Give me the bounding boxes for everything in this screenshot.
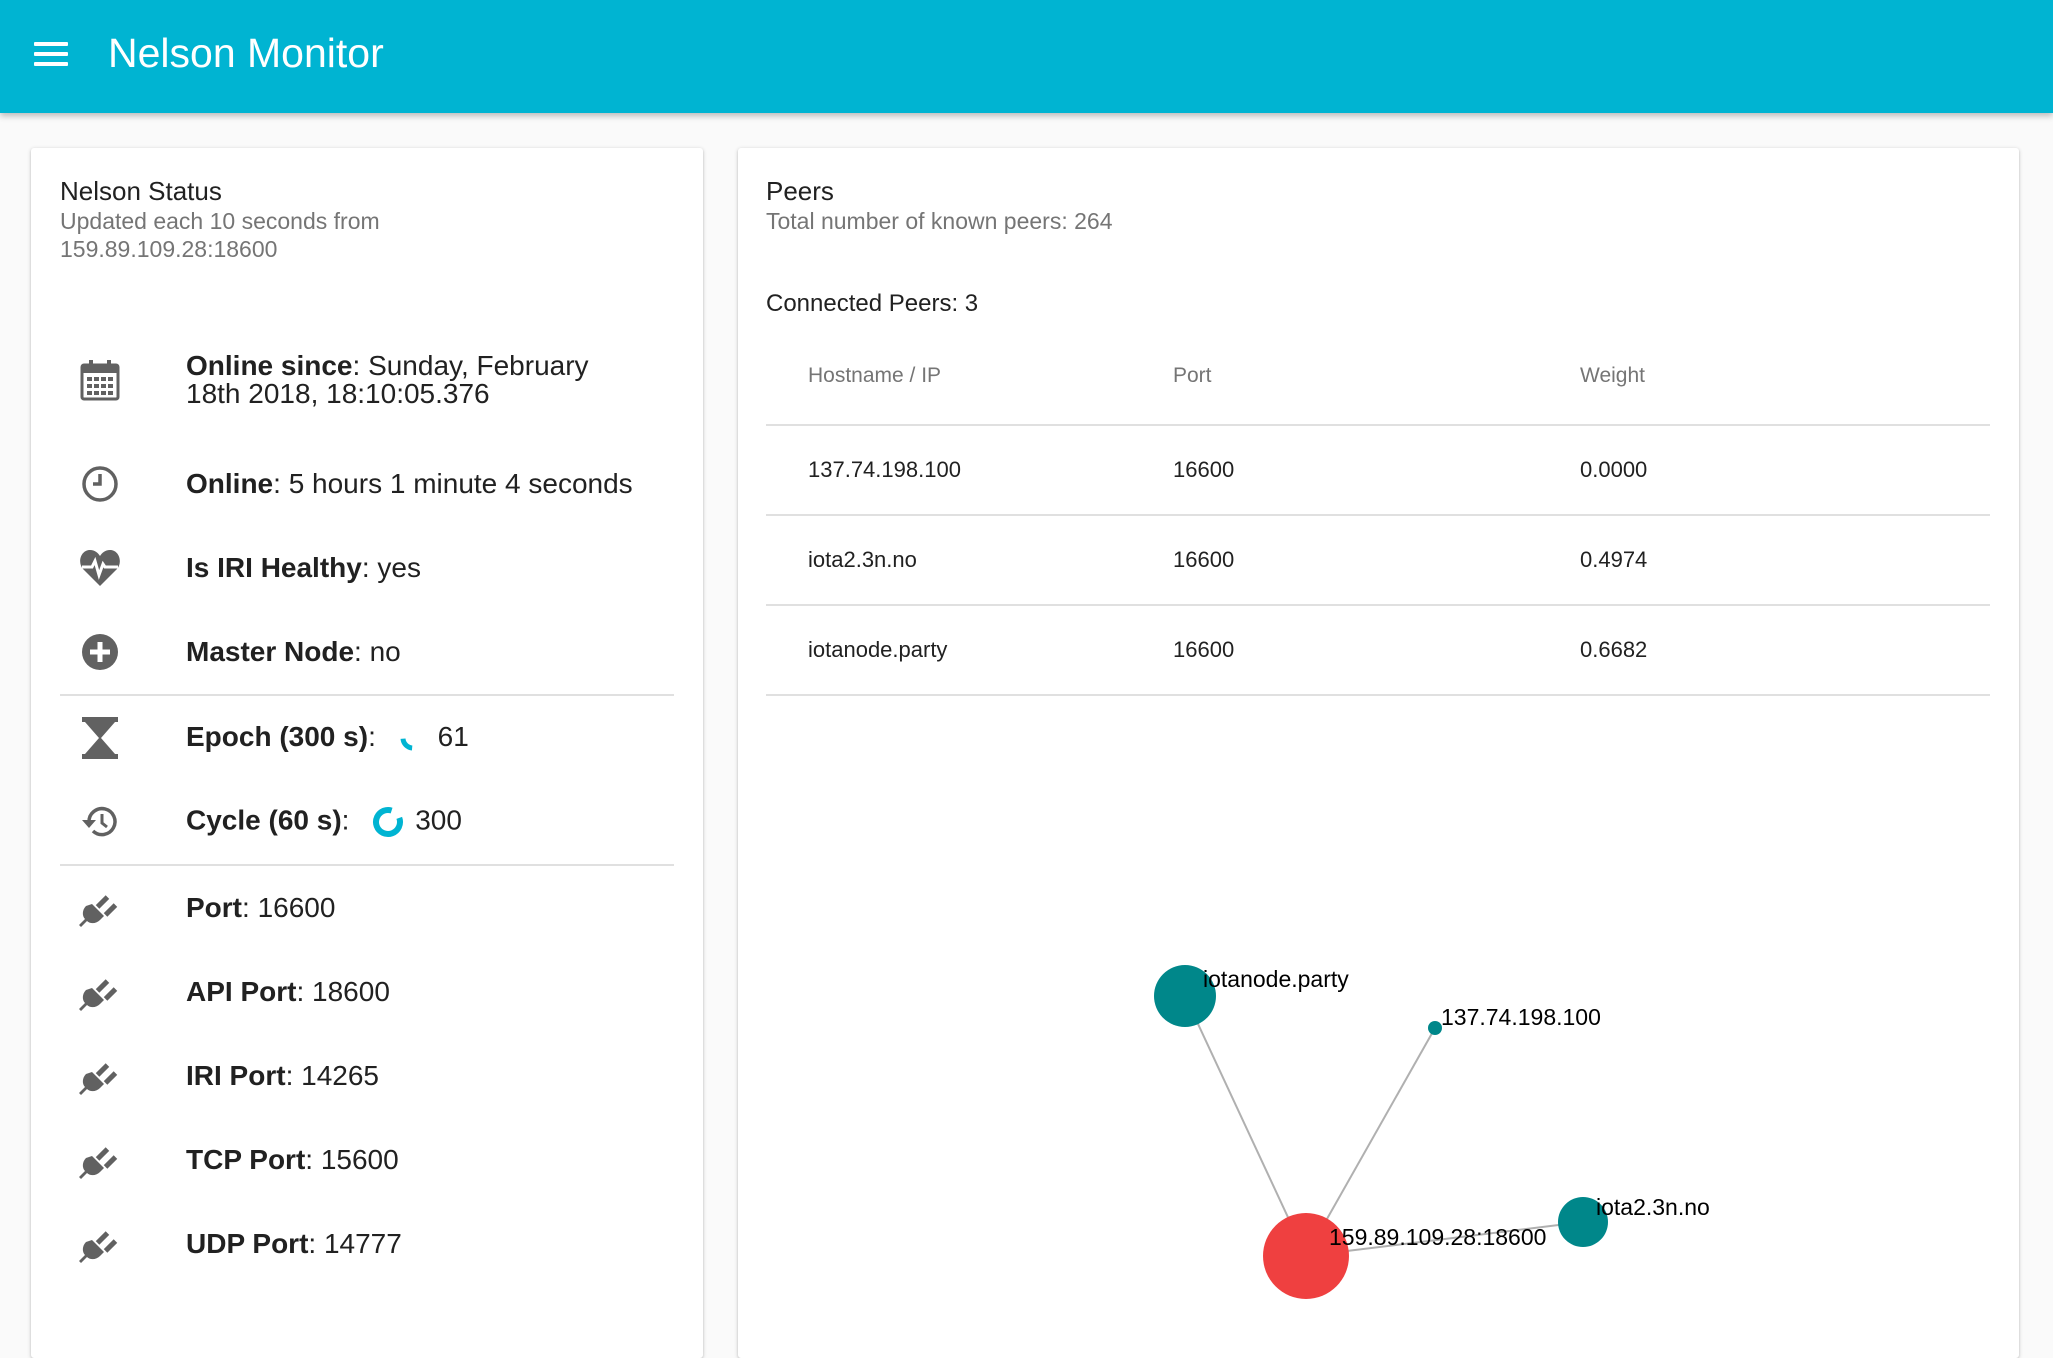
plug-icon <box>78 1138 122 1182</box>
column-header-weight[interactable]: Weight <box>1580 328 1990 426</box>
graph-node-iota2-3n-no[interactable] <box>1558 1197 1608 1247</box>
cycle-progress-spinner <box>373 807 404 837</box>
epoch-progress-spinner <box>400 725 426 751</box>
graph-node-iotanode-party[interactable] <box>1154 965 1216 1027</box>
graph-label-iotanode-party: iotanode.party <box>1203 966 1349 992</box>
peer-host-cell: 137.74.198.100 <box>766 425 1173 516</box>
status-item-tcp-port: TCP Port: 15600 <box>60 1118 674 1202</box>
peers-table: Hostname / IP Port Weight 137.74.198.100… <box>766 328 1990 696</box>
graph-links <box>1184 995 1584 1257</box>
peer-host-cell: iota2.3n.no <box>766 515 1173 606</box>
nelson-status-card: Nelson Status Updated each 10 seconds fr… <box>31 148 703 1358</box>
peer-weight-cell: 0.0000 <box>1580 425 1990 516</box>
plug-icon <box>78 970 122 1014</box>
graph-link <box>1305 1221 1584 1257</box>
status-divider <box>60 864 674 866</box>
column-header-hostname[interactable]: Hostname / IP <box>766 328 1173 426</box>
connected-peers-label: Connected Peers: 3 <box>766 290 979 317</box>
status-list: Online since: Sunday, February 18th 2018… <box>60 318 674 1286</box>
table-row[interactable]: 137.74.198.100 16600 0.0000 <box>766 425 1990 516</box>
peer-port-cell: 16600 <box>1173 425 1580 516</box>
graph-link <box>1305 1027 1436 1257</box>
status-item-online: Online: 5 hours 1 minute 4 seconds <box>60 442 674 526</box>
peers-card-title: Peers <box>766 176 834 206</box>
peer-host-cell: iotanode.party <box>766 605 1173 696</box>
status-item-port: Port: 16600 <box>60 866 674 950</box>
status-item-online-since: Online since: Sunday, February 18th 2018… <box>60 318 674 442</box>
peers-card-header: Peers Total number of known peers: 264 <box>766 176 1112 235</box>
peer-network-graph[interactable]: iotanode.party 137.74.198.100 iota2.3n.n… <box>738 148 2019 1350</box>
graph-label-137-74-198-100: 137.74.198.100 <box>1441 1004 1601 1030</box>
table-row[interactable]: iotanode.party 16600 0.6682 <box>766 605 1990 696</box>
hourglass-icon <box>78 716 122 760</box>
table-row[interactable]: iota2.3n.no 16600 0.4974 <box>766 515 1990 606</box>
app-title: Nelson Monitor <box>108 30 384 76</box>
menu-icon[interactable] <box>34 42 68 72</box>
calendar-icon <box>78 358 122 402</box>
plug-icon <box>78 1222 122 1266</box>
status-item-iri-healthy: Is IRI Healthy: yes <box>60 526 674 610</box>
peers-card-subtitle: Total number of known peers: 264 <box>766 208 1113 234</box>
status-subtitle-line2: 159.89.109.28:18600 <box>60 236 278 262</box>
graph-label-center: 159.89.109.28:18600 <box>1329 1224 1546 1250</box>
plug-icon <box>78 886 122 930</box>
peer-weight-cell: 0.4974 <box>1580 515 1990 606</box>
app-bar: Nelson Monitor <box>0 0 2053 113</box>
status-card-header: Nelson Status Updated each 10 seconds fr… <box>60 176 480 263</box>
status-divider <box>60 694 674 696</box>
status-card-title: Nelson Status <box>60 176 222 206</box>
plus-circle-icon <box>78 630 122 674</box>
peer-weight-cell: 0.6682 <box>1580 605 1990 696</box>
status-subtitle-line1: Updated each 10 seconds from <box>60 208 380 234</box>
graph-label-iota2-3n-no: iota2.3n.no <box>1596 1194 1710 1220</box>
plug-icon <box>78 1054 122 1098</box>
status-item-epoch: Epoch (300 s): 61 <box>60 696 674 780</box>
table-header-row: Hostname / IP Port Weight <box>766 328 1990 426</box>
status-item-cycle: Cycle (60 s): 300 <box>60 780 674 864</box>
status-item-api-port: API Port: 18600 <box>60 950 674 1034</box>
peer-port-cell: 16600 <box>1173 515 1580 606</box>
graph-node-center[interactable] <box>1263 1213 1349 1299</box>
heart-pulse-icon <box>78 546 122 590</box>
history-icon <box>78 800 122 844</box>
graph-link <box>1184 995 1307 1257</box>
column-header-port[interactable]: Port <box>1173 328 1580 426</box>
peer-port-cell: 16600 <box>1173 605 1580 696</box>
status-online-since-text: Online since: Sunday, February 18th 2018… <box>186 350 589 409</box>
status-item-udp-port: UDP Port: 14777 <box>60 1202 674 1286</box>
peers-card: Peers Total number of known peers: 264 C… <box>738 148 2019 1358</box>
graph-node-137-74-198-100[interactable] <box>1428 1021 1442 1035</box>
status-item-master-node: Master Node: no <box>60 610 674 694</box>
clock-icon <box>78 462 122 506</box>
status-card-subtitle: Updated each 10 seconds from 159.89.109.… <box>60 207 480 263</box>
status-item-iri-port: IRI Port: 14265 <box>60 1034 674 1118</box>
